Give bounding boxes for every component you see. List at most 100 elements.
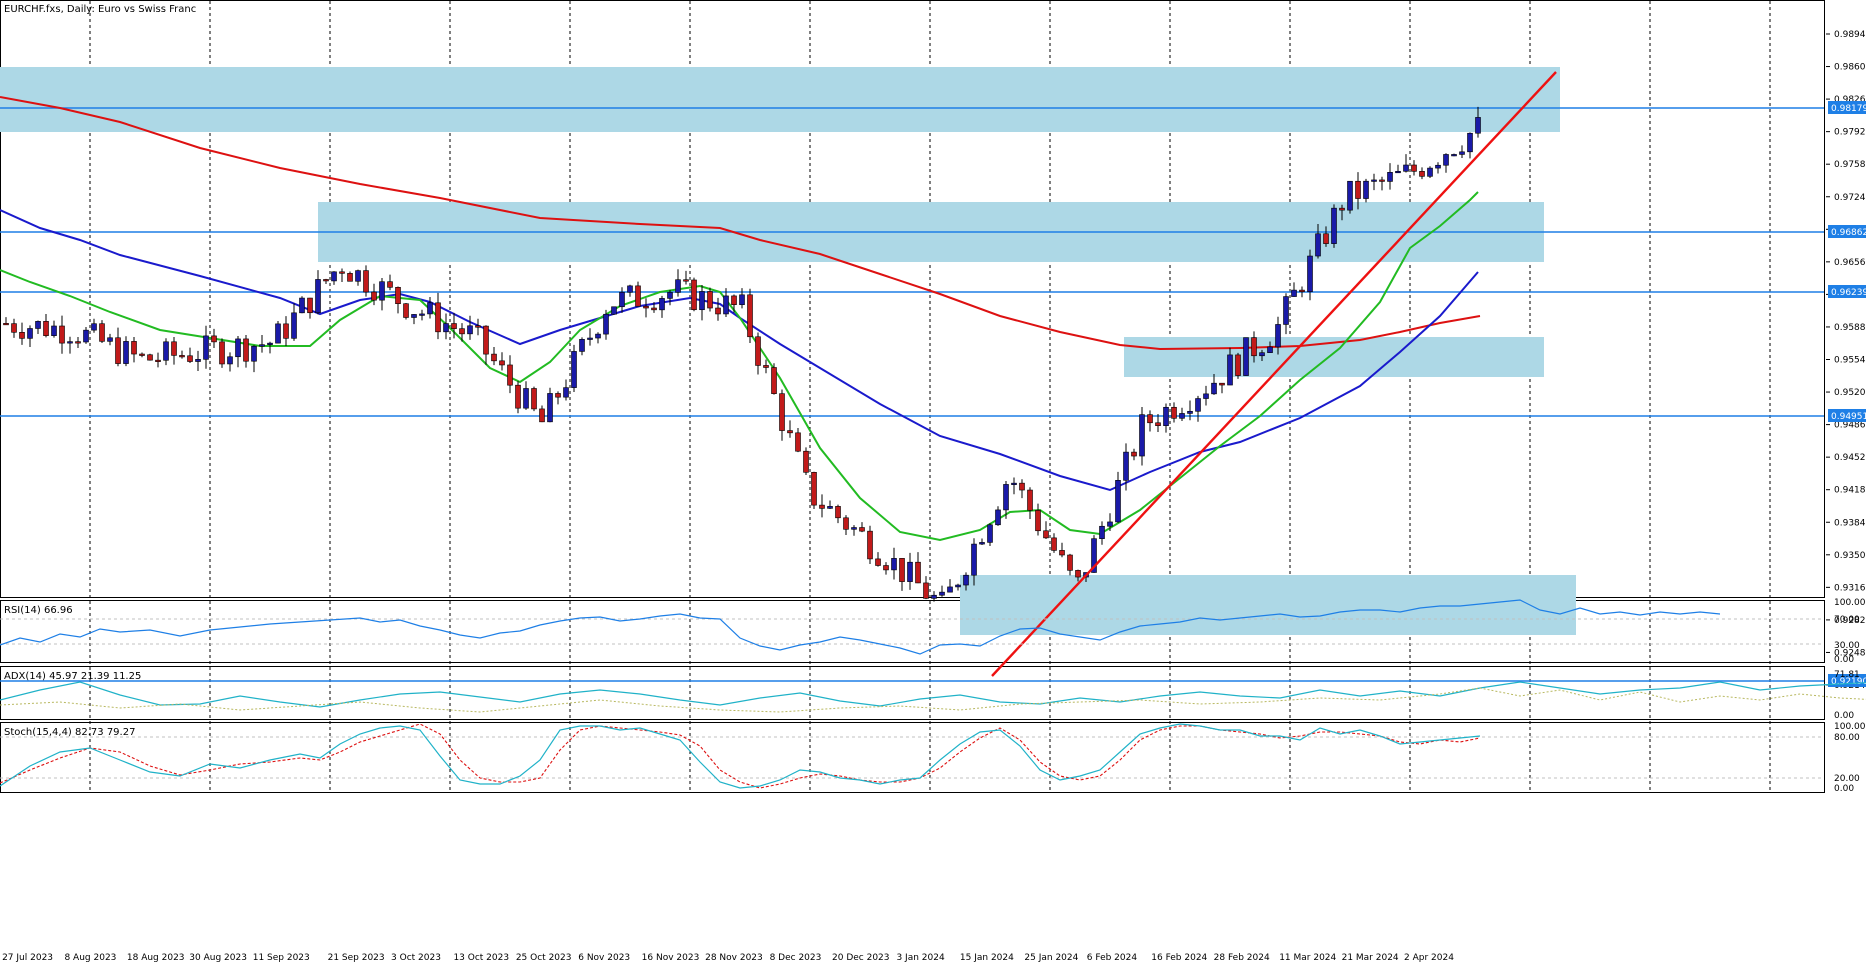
- candle-bull[interactable]: [939, 591, 945, 596]
- candle-bear[interactable]: [899, 558, 905, 582]
- candle-bear[interactable]: [923, 582, 929, 599]
- candle-bull[interactable]: [619, 291, 625, 308]
- candle-bull[interactable]: [1003, 484, 1009, 511]
- candle-bull[interactable]: [1123, 451, 1129, 481]
- candle-bull[interactable]: [1203, 393, 1209, 399]
- candle-bear[interactable]: [323, 279, 329, 282]
- candle-bear[interactable]: [363, 270, 369, 293]
- candle-bull[interactable]: [907, 561, 913, 582]
- candle-bear[interactable]: [795, 432, 801, 452]
- candle-bull[interactable]: [995, 509, 1001, 526]
- candle-bear[interactable]: [1147, 414, 1153, 424]
- candle-bull[interactable]: [107, 337, 113, 342]
- candle-bull[interactable]: [163, 341, 169, 361]
- candle-bull[interactable]: [523, 388, 529, 409]
- candle-bull[interactable]: [579, 339, 585, 352]
- candle-bear[interactable]: [459, 328, 465, 335]
- candle-bull[interactable]: [1283, 296, 1289, 325]
- candle-bear[interactable]: [883, 565, 889, 571]
- candle-bear[interactable]: [211, 335, 217, 343]
- candle-bear[interactable]: [1339, 207, 1345, 211]
- candle-bull[interactable]: [611, 306, 617, 315]
- candle-bull[interactable]: [1243, 337, 1249, 376]
- candle-bear[interactable]: [171, 341, 177, 356]
- candle-bear[interactable]: [1075, 570, 1081, 578]
- candle-bull[interactable]: [251, 345, 257, 362]
- candle-bull[interactable]: [123, 341, 129, 364]
- candle-bull[interactable]: [1107, 521, 1113, 527]
- candle-bull[interactable]: [891, 558, 897, 571]
- candle-bull[interactable]: [203, 335, 209, 360]
- candle-bear[interactable]: [515, 384, 521, 409]
- candle-bear[interactable]: [435, 302, 441, 333]
- candle-bear[interactable]: [491, 353, 497, 362]
- candle-bull[interactable]: [1395, 170, 1401, 174]
- candle-bull[interactable]: [419, 313, 425, 316]
- candle-bear[interactable]: [1411, 164, 1417, 172]
- candle-bear[interactable]: [19, 332, 25, 339]
- candle-bear[interactable]: [147, 354, 153, 361]
- candle-bear[interactable]: [59, 325, 65, 344]
- candle-bear[interactable]: [819, 504, 825, 509]
- candle-bull[interactable]: [1443, 154, 1449, 166]
- candle-bear[interactable]: [1235, 354, 1241, 376]
- candle-bear[interactable]: [1251, 337, 1257, 357]
- candle-bull[interactable]: [699, 291, 705, 311]
- candle-bull[interactable]: [1163, 406, 1169, 426]
- candle-bull[interactable]: [1387, 172, 1393, 182]
- candle-bull[interactable]: [355, 270, 361, 282]
- candle-bull[interactable]: [1187, 410, 1193, 414]
- candle-bear[interactable]: [283, 323, 289, 339]
- candle-bull[interactable]: [331, 271, 337, 282]
- candle-bull[interactable]: [443, 323, 449, 333]
- candle-bear[interactable]: [707, 291, 713, 309]
- candle-bear[interactable]: [387, 281, 393, 288]
- candle-bull[interactable]: [1427, 167, 1433, 177]
- candle-bull[interactable]: [227, 356, 233, 365]
- candle-bear[interactable]: [339, 271, 345, 274]
- candle-bull[interactable]: [275, 323, 281, 344]
- candle-bear[interactable]: [731, 295, 737, 305]
- candle-bear[interactable]: [771, 367, 777, 394]
- candle-bear[interactable]: [11, 323, 17, 333]
- candle-bull[interactable]: [259, 344, 265, 347]
- candle-bull[interactable]: [979, 542, 985, 545]
- candle-bull[interactable]: [291, 312, 297, 339]
- candle-bull[interactable]: [563, 387, 569, 398]
- candle-bull[interactable]: [851, 527, 857, 530]
- candle-bear[interactable]: [187, 355, 193, 362]
- candle-bull[interactable]: [627, 285, 633, 293]
- candle-bull[interactable]: [1347, 180, 1353, 211]
- candle-bear[interactable]: [1171, 406, 1177, 419]
- candle-bear[interactable]: [179, 355, 185, 358]
- candle-bear[interactable]: [155, 359, 161, 362]
- candle-bull[interactable]: [1459, 151, 1465, 155]
- candle-bear[interactable]: [1155, 422, 1161, 426]
- candle-bear[interactable]: [635, 285, 641, 307]
- candle-bull[interactable]: [963, 574, 969, 586]
- candle-bull[interactable]: [931, 594, 937, 599]
- candle-bull[interactable]: [1115, 480, 1121, 523]
- candle-bear[interactable]: [643, 305, 649, 309]
- candle-bear[interactable]: [1219, 382, 1225, 386]
- candle-bear[interactable]: [3, 323, 9, 326]
- candle-bull[interactable]: [1091, 538, 1097, 573]
- candle-bear[interactable]: [835, 506, 841, 519]
- candle-bull[interactable]: [411, 314, 417, 318]
- candle-bear[interactable]: [371, 291, 377, 301]
- candle-bull[interactable]: [659, 298, 665, 311]
- candle-bear[interactable]: [1035, 510, 1041, 532]
- candle-bull[interactable]: [35, 321, 41, 329]
- candle-bear[interactable]: [347, 273, 353, 282]
- candle-bear[interactable]: [451, 323, 457, 329]
- candle-bear[interactable]: [243, 338, 249, 362]
- candle-bear[interactable]: [1019, 482, 1025, 491]
- candle-bear[interactable]: [499, 360, 505, 366]
- candle-bear[interactable]: [75, 341, 81, 344]
- candle-bull[interactable]: [27, 328, 33, 339]
- candle-bear[interactable]: [1323, 233, 1329, 244]
- candle-bull[interactable]: [195, 359, 201, 362]
- candle-bull[interactable]: [1467, 132, 1473, 153]
- candle-bear[interactable]: [1067, 554, 1073, 571]
